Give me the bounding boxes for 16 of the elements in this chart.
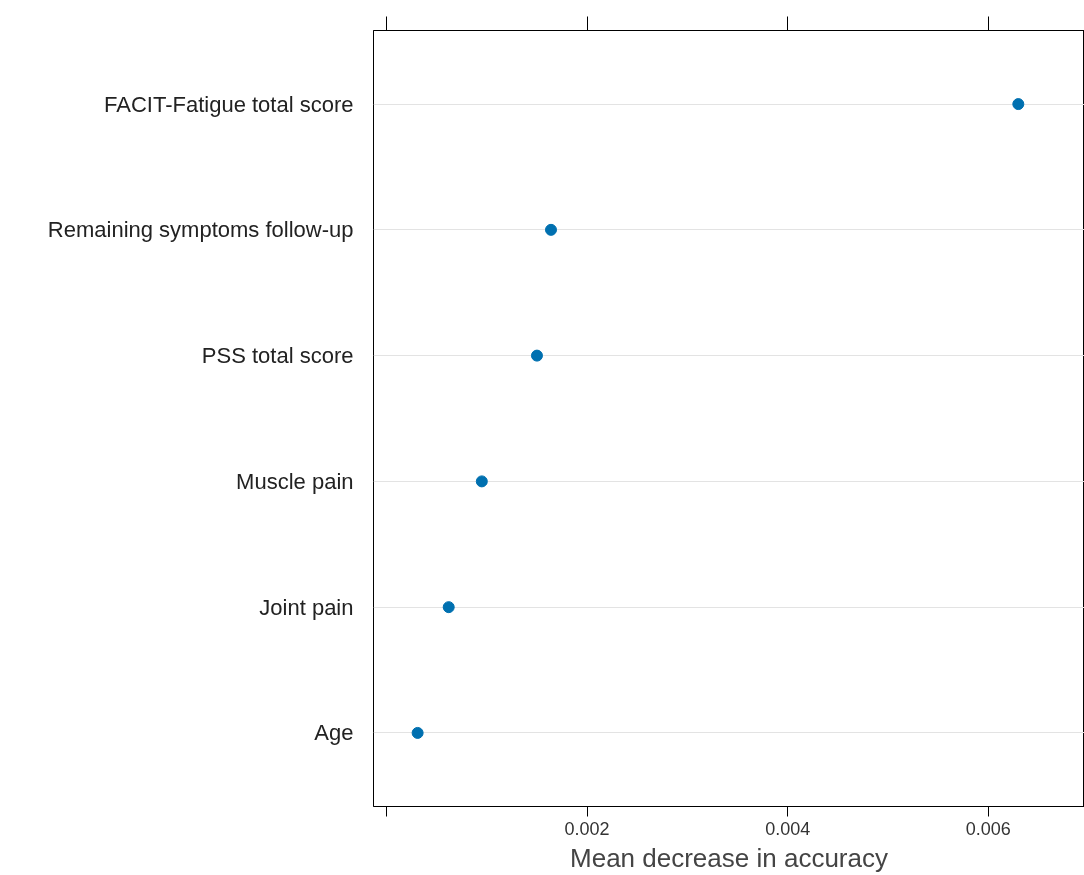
point [545,223,557,236]
y-tick-label: Joint pain [259,594,354,620]
point [411,726,424,739]
y-tick-label: Muscle pain [236,468,354,494]
x-axis-title: Mean decrease in accuracy [570,842,888,873]
point [1012,98,1025,111]
y-tick-label: Age [314,720,354,746]
y-tick-label: PSS total score [201,343,354,369]
x-tick-label: 0.006 [965,818,1011,839]
x-tick-label: 0.002 [564,818,610,839]
point [475,475,488,488]
point [530,349,543,362]
y-tick-label: FACIT-Fatigue total score [104,91,354,117]
x-tick-label: 0.004 [765,818,811,839]
point [442,601,455,614]
y-tick-label: Remaining symptoms follow-up [47,217,354,243]
